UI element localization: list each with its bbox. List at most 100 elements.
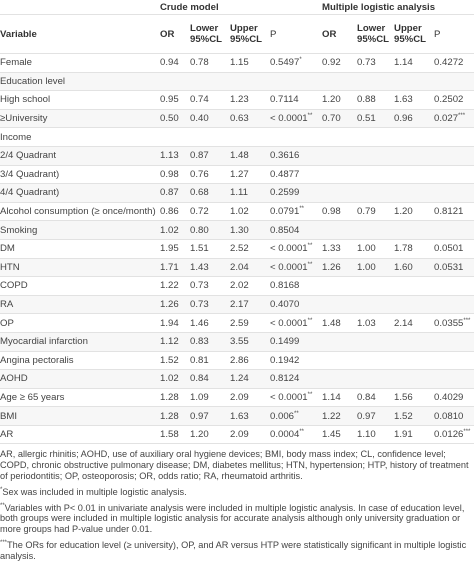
empty-cell	[357, 369, 395, 389]
footnote-text: Variables with P< 0.01 in univariate ana…	[0, 502, 465, 535]
value-cell: 1.02	[230, 202, 270, 222]
variable-name: Female	[0, 53, 160, 73]
value-cell: 1.00	[357, 239, 395, 259]
empty-cell	[357, 183, 395, 203]
empty-cell	[357, 72, 395, 92]
value-cell: 0.68	[190, 183, 230, 203]
value-cell: 1.28	[160, 388, 190, 408]
value-cell: 1.28	[160, 406, 190, 426]
empty-cell	[357, 295, 395, 315]
value-cell: 0.4029	[434, 388, 474, 408]
table-row: Female 0.94 0.78 1.15 0.5497* 0.92 0.73 1.14 0.4…	[0, 53, 474, 73]
p-value: < 0.0001	[270, 317, 308, 329]
value-cell: 1.56	[394, 388, 435, 408]
table-row: OP 1.94 1.46 2.59 < 0.0001** 1.48 1.03 2.14 0.03…	[0, 313, 474, 333]
value-cell: 0.7114	[270, 90, 323, 110]
value-cell: 0.76	[190, 165, 230, 185]
value-cell: 1.60	[394, 258, 435, 278]
table-row: ≥University 0.50 0.40 0.63 < 0.0001** 0.70 0.5…	[0, 109, 474, 129]
p-value-cell: 0.0126***	[434, 425, 474, 445]
value-cell: 0.87	[160, 183, 190, 203]
empty-cell	[394, 276, 435, 296]
table-body: Female 0.94 0.78 1.15 0.5497* 0.92 0.73 1.14 0.4…	[0, 53, 474, 445]
empty-cell	[357, 332, 395, 352]
value-cell: 1.10	[357, 425, 395, 445]
value-cell: 1.52	[394, 406, 435, 426]
value-cell: 1.20	[394, 202, 435, 222]
footnote-mark: **	[294, 410, 299, 417]
p-value: 0.0126	[434, 429, 464, 441]
value-cell: 1.22	[322, 406, 358, 426]
value-cell: 0.0501	[434, 239, 474, 259]
value-cell: 0.95	[160, 90, 190, 110]
value-cell: 1.12	[160, 332, 190, 352]
empty-cell	[394, 127, 435, 147]
value-cell: 1.46	[190, 313, 230, 333]
empty-cell	[394, 72, 435, 92]
value-cell: 1.45	[322, 425, 358, 445]
footnote-mark: *	[0, 486, 3, 493]
value-cell: 0.2502	[434, 90, 474, 110]
footnote: *Sex was included in multiple logistic a…	[0, 487, 474, 498]
footnote-mark: **	[299, 206, 305, 213]
group-header: Crude model	[160, 0, 323, 15]
p-value-cell: < 0.0001**	[270, 388, 323, 408]
variable-name: Angina pectoralis	[0, 351, 160, 371]
variable-name: 2/4 Quadrant	[0, 146, 160, 166]
column-header: OR	[322, 14, 358, 54]
column-header: Variable	[0, 14, 160, 54]
empty-cell	[394, 369, 435, 389]
section-label: Education level	[0, 72, 160, 92]
empty-cell	[160, 127, 190, 147]
p-value: < 0.0001	[270, 113, 308, 125]
value-cell: 0.84	[190, 369, 230, 389]
value-cell: 1.02	[160, 220, 190, 240]
footnote-mark: **	[0, 502, 5, 509]
value-cell: 0.70	[322, 109, 358, 129]
value-cell: 1.26	[160, 295, 190, 315]
footnote-mark: **	[307, 113, 313, 120]
value-cell: 1.00	[357, 258, 395, 278]
empty-cell	[322, 72, 358, 92]
table-row: COPD 1.22 0.73 2.02 0.8168	[0, 276, 474, 296]
table-row: 3/4 Quadrant) 0.98 0.76 1.27 0.4877	[0, 165, 474, 185]
value-cell: 0.4272	[434, 53, 474, 73]
empty-cell	[322, 351, 358, 371]
header-row: Variable OR Lower 95%CL Upper 95%CL P OR Lower…	[0, 14, 474, 54]
value-cell: 1.63	[394, 90, 435, 110]
table-row: High school 0.95 0.74 1.23 0.7114 1.20 0.88 1.6…	[0, 90, 474, 110]
value-cell: 0.73	[357, 53, 395, 73]
value-cell: 1.58	[160, 425, 190, 445]
value-cell: 1.24	[230, 369, 270, 389]
value-cell: 1.02	[160, 369, 190, 389]
footnote-mark: ***	[463, 317, 471, 324]
value-cell: 0.74	[190, 90, 230, 110]
table-row: Smoking 1.02 0.80 1.30 0.8504	[0, 220, 474, 240]
empty-cell	[357, 127, 395, 147]
column-header: OR	[160, 14, 190, 54]
variable-name: ≥University	[0, 109, 160, 129]
column-header: Upper 95%CL	[394, 14, 435, 54]
variable-name: Myocardial infarction	[0, 332, 160, 352]
value-cell: 0.98	[160, 165, 190, 185]
value-cell: 0.40	[190, 109, 230, 129]
variable-name: 4/4 Quadrant)	[0, 183, 160, 203]
value-cell: 0.72	[190, 202, 230, 222]
column-header: Lower 95%CL	[357, 14, 395, 54]
column-header: P	[270, 14, 323, 54]
value-cell: 1.22	[160, 276, 190, 296]
value-cell: 0.81	[190, 351, 230, 371]
empty-cell	[434, 146, 474, 166]
variable-name: BMI	[0, 406, 160, 426]
table-row: AOHD 1.02 0.84 1.24 0.8124	[0, 369, 474, 389]
variable-name: RA	[0, 295, 160, 315]
empty-cell	[322, 146, 358, 166]
value-cell: 1.27	[230, 165, 270, 185]
value-cell: 1.14	[322, 388, 358, 408]
table-row: Income	[0, 127, 474, 147]
variable-name: Smoking	[0, 220, 160, 240]
table-row: Myocardial infarction 1.12 0.83 3.55 0.1499	[0, 332, 474, 352]
value-cell: 0.4877	[270, 165, 323, 185]
p-value: 0.027	[434, 113, 459, 125]
